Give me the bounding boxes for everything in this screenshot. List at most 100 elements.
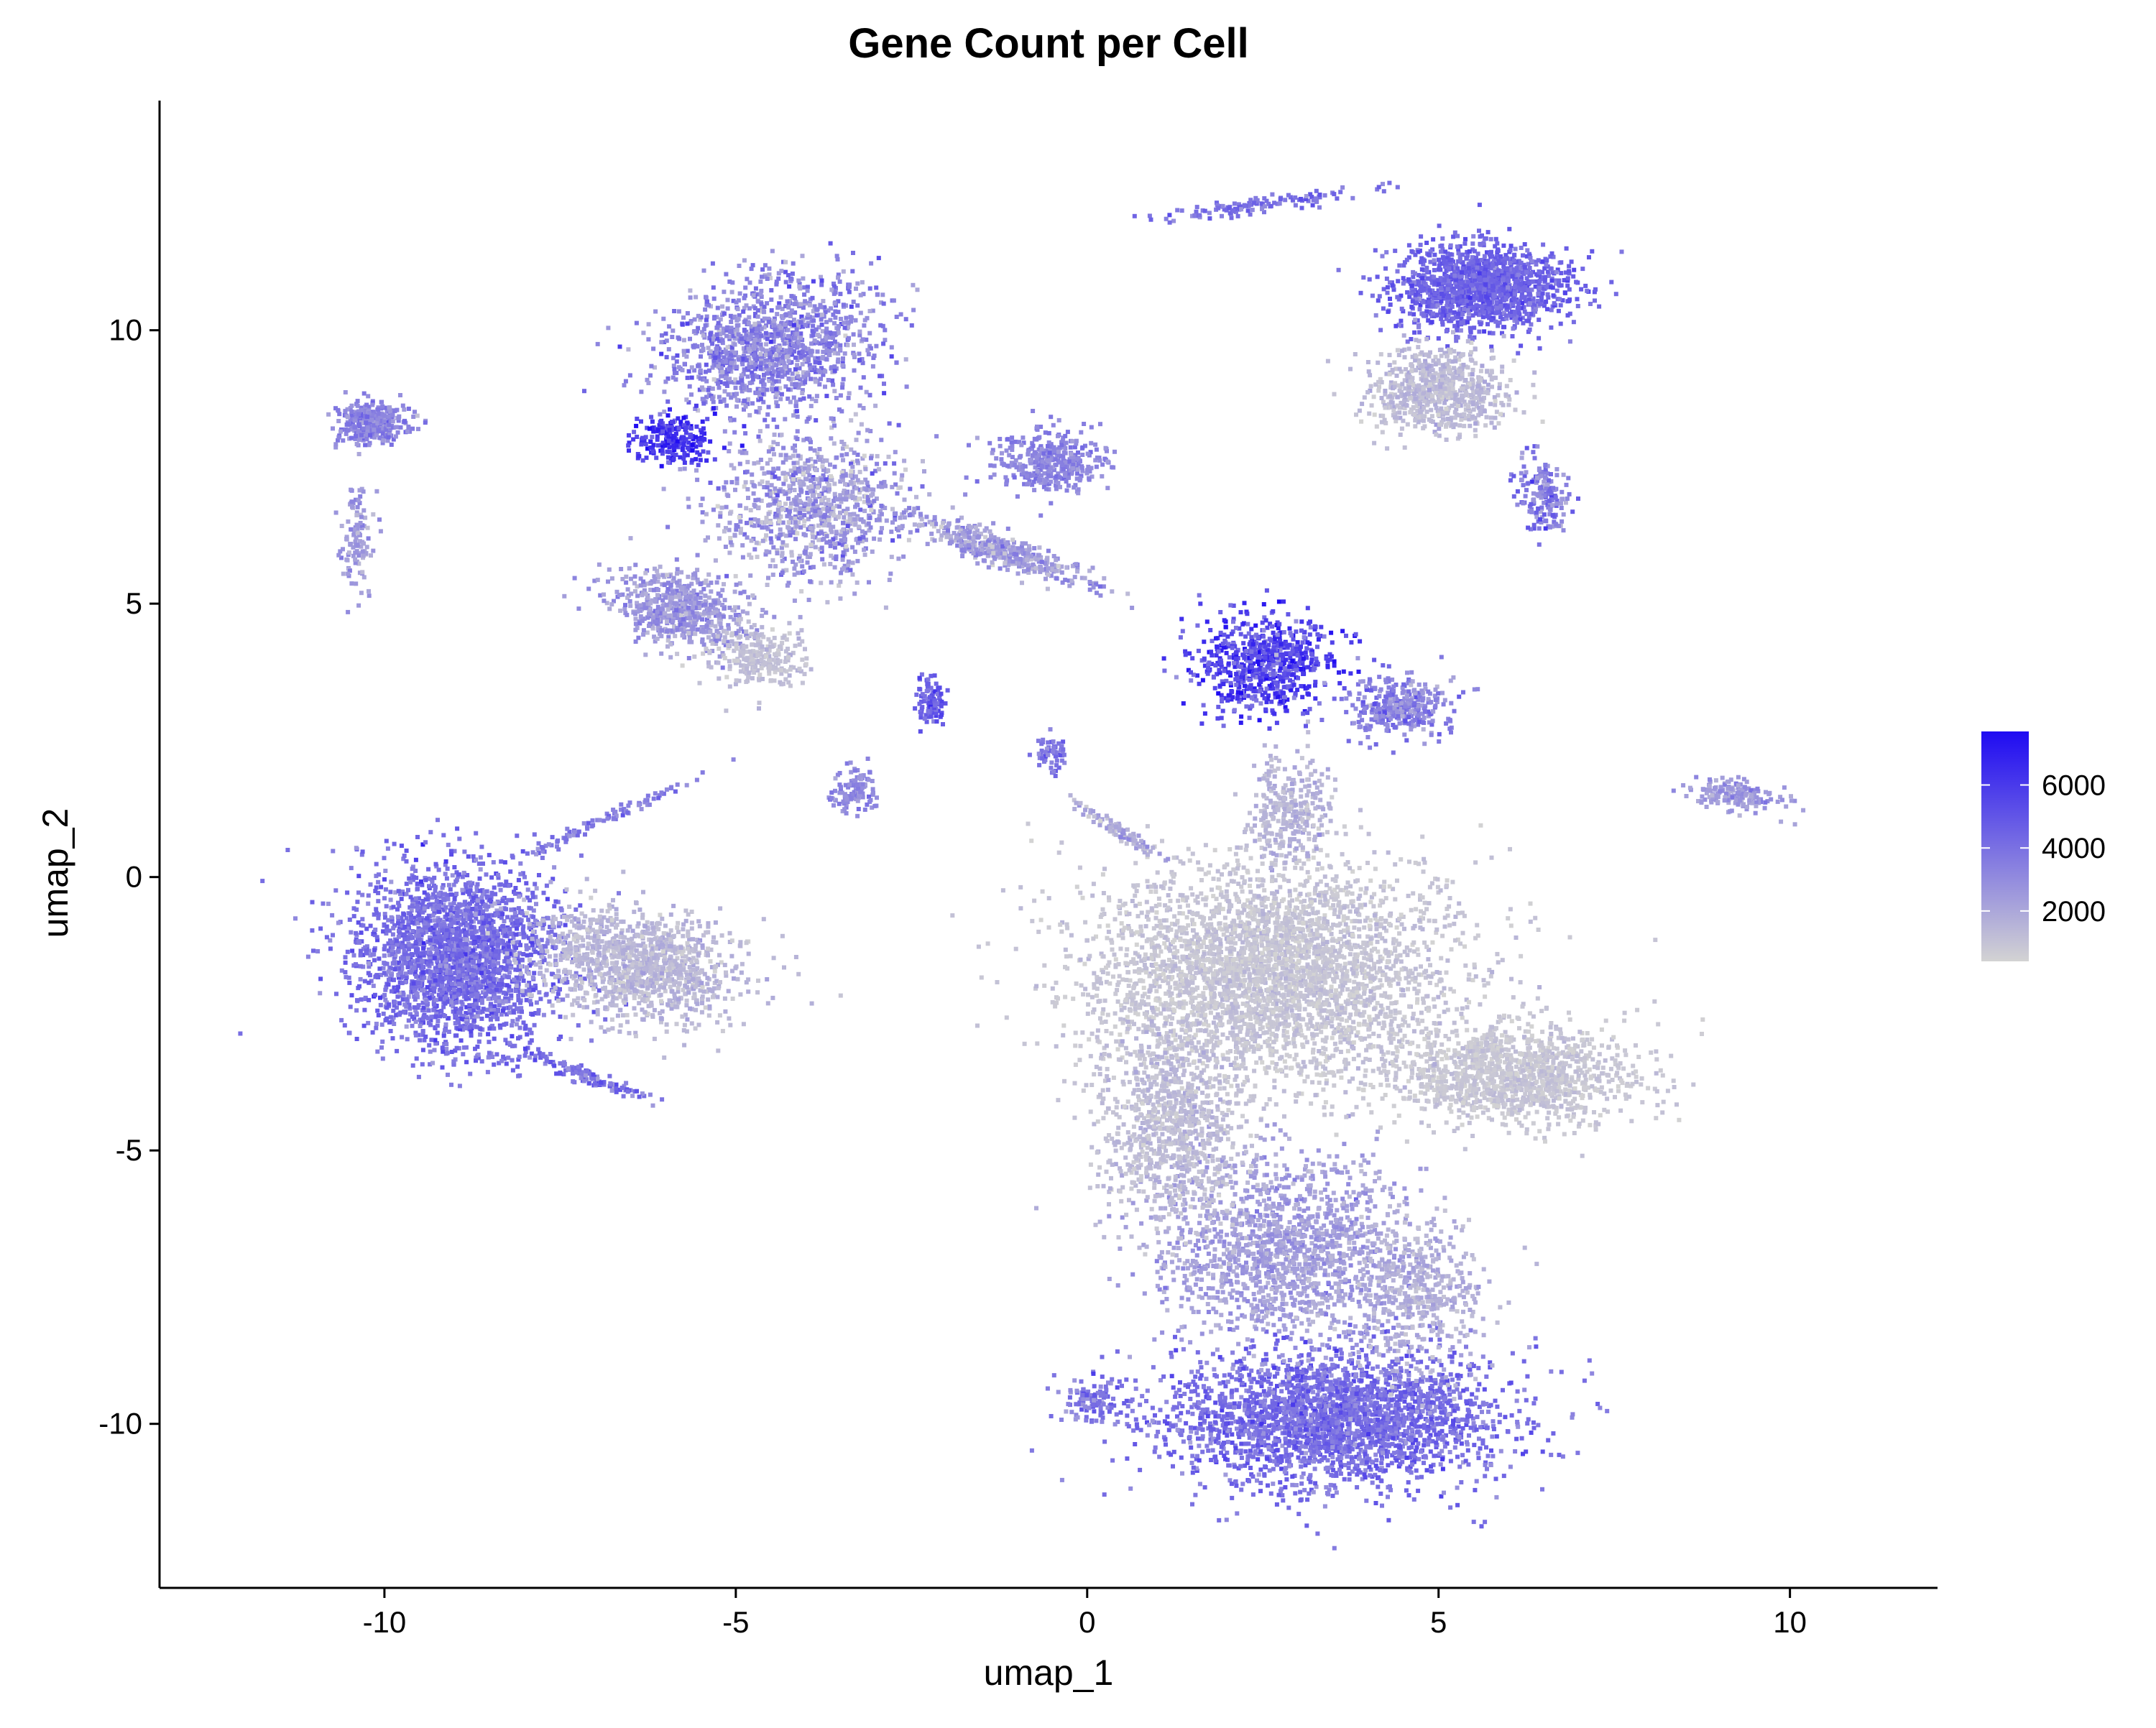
cell-point <box>1110 1459 1115 1463</box>
cell-point <box>1492 1427 1496 1431</box>
cell-point <box>1362 1325 1366 1329</box>
cell-point <box>1424 1234 1429 1238</box>
cell-point <box>1342 1321 1347 1325</box>
cell-point <box>1305 1329 1309 1333</box>
cell-point <box>1188 1230 1192 1234</box>
cell-point <box>1234 1446 1238 1451</box>
cell-point <box>1138 1403 1142 1407</box>
cell-point <box>1186 1410 1190 1414</box>
cell-point <box>1258 1468 1263 1472</box>
cell-point <box>1286 879 1291 883</box>
cell-point <box>1365 1364 1369 1369</box>
cell-point <box>1158 1206 1163 1211</box>
cell-point <box>1281 1298 1285 1302</box>
cell-point <box>1310 1225 1314 1229</box>
cell-point <box>1387 1251 1391 1255</box>
cell-point <box>1444 1375 1448 1380</box>
cell-point <box>1396 1349 1401 1353</box>
cell-point <box>1315 1427 1319 1431</box>
cell-point <box>1270 1311 1274 1316</box>
cell-point <box>1425 1221 1429 1226</box>
cell-point <box>1420 1404 1424 1408</box>
cell-point <box>1224 1422 1228 1426</box>
cell-point <box>1381 1431 1386 1436</box>
cell-point <box>1189 1306 1194 1311</box>
cell-point <box>1251 1185 1256 1189</box>
cell-point <box>1446 1334 1450 1338</box>
cell-point <box>1583 1379 1587 1383</box>
cell-point <box>1312 1449 1316 1454</box>
cell-point <box>1426 1400 1430 1405</box>
cell-point <box>1334 1380 1338 1385</box>
cell-point <box>1419 1188 1423 1193</box>
cell-point <box>1414 1282 1419 1286</box>
cell-point <box>1294 1203 1298 1207</box>
cell-point <box>1307 1423 1311 1428</box>
cell-point <box>1178 1418 1182 1422</box>
cell-point <box>1305 1394 1309 1398</box>
cell-point <box>1198 1214 1202 1218</box>
cell-point <box>1365 1332 1370 1336</box>
cell-point <box>1153 1413 1157 1418</box>
cell-point <box>1311 1174 1315 1178</box>
cell-point <box>1240 1456 1244 1460</box>
cell-point <box>1345 1170 1350 1174</box>
cell-point <box>1419 1449 1423 1454</box>
cell-point <box>1305 1294 1309 1298</box>
cell-point <box>1365 1357 1369 1362</box>
cell-point <box>1273 1122 1277 1127</box>
cell-point <box>1198 1482 1202 1486</box>
cell-point <box>1297 1275 1302 1280</box>
cell-point <box>1342 1252 1346 1256</box>
cell-point <box>1253 1432 1258 1436</box>
cell-point <box>1291 1302 1295 1306</box>
cell-point <box>1462 1295 1466 1299</box>
cell-point <box>1335 1474 1339 1478</box>
cell-point <box>1438 1239 1442 1244</box>
cell-point <box>1368 1446 1373 1450</box>
cell-point <box>1305 1249 1309 1253</box>
cell-point <box>1278 1317 1282 1321</box>
cell-point <box>1388 1376 1392 1380</box>
cell-point <box>1174 1253 1179 1257</box>
cell-point <box>1396 1306 1401 1310</box>
cell-point <box>1244 1441 1248 1446</box>
cell-point <box>1236 1258 1240 1262</box>
cell-point <box>1041 890 1045 894</box>
cell-point <box>1263 1285 1268 1290</box>
cell-point <box>1316 1385 1320 1390</box>
cell-point <box>1161 1374 1166 1379</box>
cell-point <box>1348 1353 1353 1357</box>
cell-point <box>1264 1207 1268 1211</box>
cell-point <box>1207 1252 1211 1256</box>
cell-point <box>1358 1304 1362 1308</box>
cell-point <box>1316 1423 1320 1427</box>
cell-point <box>1250 1232 1255 1237</box>
cell-point <box>1160 1250 1164 1255</box>
cell-point <box>1143 1291 1147 1295</box>
cell-point <box>1156 1420 1161 1425</box>
cell-point <box>1349 1338 1353 1342</box>
cell-point <box>1271 1137 1275 1141</box>
cell-point <box>1388 1426 1392 1431</box>
cell-point <box>1472 1421 1476 1426</box>
cell-point <box>1170 1374 1174 1378</box>
cell-point <box>1381 1286 1385 1290</box>
cell-point <box>1399 1344 1403 1348</box>
cell-point <box>1415 1475 1419 1479</box>
cell-point <box>1290 1474 1294 1479</box>
cell-point <box>1197 1443 1201 1448</box>
cell-point <box>1154 1434 1158 1438</box>
cell-point <box>1115 1349 1120 1354</box>
cell-point <box>1510 1413 1514 1418</box>
cell-point <box>1236 1342 1240 1346</box>
cell-point <box>1270 1269 1274 1273</box>
cell-point <box>1475 1387 1480 1392</box>
cell-point <box>1354 1372 1358 1377</box>
cell-point <box>1456 1407 1460 1411</box>
cell-point <box>1253 1451 1257 1455</box>
cell-point <box>1280 1207 1284 1211</box>
cell-point <box>1223 1473 1227 1477</box>
cell-point <box>1376 1237 1381 1241</box>
cell-point <box>1362 1273 1366 1277</box>
